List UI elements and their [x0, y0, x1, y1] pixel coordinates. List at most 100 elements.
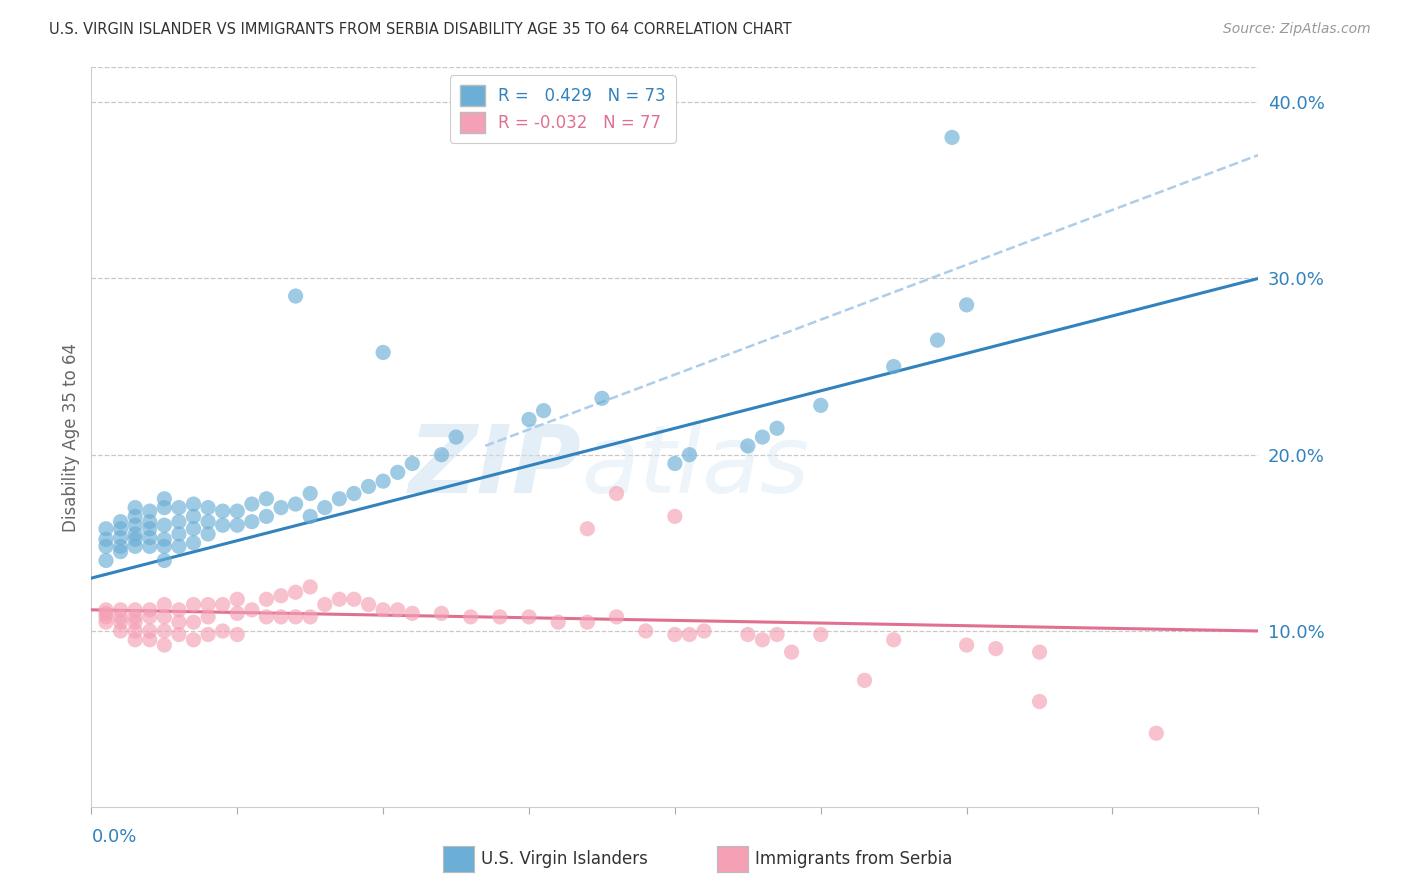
- Point: [167, 627, 190, 641]
- Point: [357, 479, 380, 493]
- Point: [1144, 726, 1167, 740]
- Point: [153, 598, 176, 612]
- Point: [94, 610, 117, 624]
- Legend: R =   0.429   N = 73, R = -0.032   N = 77: R = 0.429 N = 73, R = -0.032 N = 77: [450, 75, 676, 143]
- Point: [533, 403, 555, 417]
- Point: [197, 598, 219, 612]
- Point: [211, 598, 233, 612]
- Point: [183, 598, 205, 612]
- Point: [124, 624, 146, 638]
- Point: [183, 632, 205, 647]
- Point: [153, 518, 176, 533]
- Point: [197, 527, 219, 541]
- Point: [153, 624, 176, 638]
- Point: [766, 421, 789, 435]
- Point: [664, 627, 686, 641]
- Point: [110, 515, 132, 529]
- Point: [678, 448, 700, 462]
- Point: [110, 544, 132, 558]
- Point: [256, 610, 278, 624]
- Point: [270, 589, 292, 603]
- Point: [94, 533, 117, 547]
- Point: [314, 500, 336, 515]
- Point: [153, 553, 176, 567]
- Point: [94, 522, 117, 536]
- Point: [153, 540, 176, 554]
- Point: [270, 610, 292, 624]
- Point: [941, 130, 963, 145]
- Point: [138, 504, 162, 518]
- Point: [211, 504, 233, 518]
- Point: [138, 515, 162, 529]
- Point: [737, 627, 759, 641]
- Point: [226, 518, 249, 533]
- Point: [110, 610, 132, 624]
- Point: [956, 638, 979, 652]
- Point: [299, 610, 322, 624]
- Point: [328, 491, 350, 506]
- Point: [138, 531, 162, 545]
- Point: [124, 540, 146, 554]
- Point: [110, 540, 132, 554]
- Point: [226, 504, 249, 518]
- Point: [153, 500, 176, 515]
- Point: [138, 610, 162, 624]
- Point: [401, 457, 423, 471]
- Point: [547, 615, 569, 630]
- Point: [284, 610, 307, 624]
- Point: [110, 522, 132, 536]
- Point: [256, 491, 278, 506]
- Point: [883, 359, 905, 374]
- Point: [766, 627, 789, 641]
- Point: [240, 515, 263, 529]
- Point: [226, 607, 249, 621]
- Point: [94, 607, 117, 621]
- Point: [284, 497, 307, 511]
- Point: [138, 540, 162, 554]
- Point: [489, 610, 512, 624]
- Point: [591, 392, 613, 406]
- Point: [810, 627, 832, 641]
- Point: [605, 610, 627, 624]
- Point: [94, 615, 117, 630]
- Point: [664, 457, 686, 471]
- Point: [678, 627, 700, 641]
- Point: [197, 610, 219, 624]
- Point: [517, 610, 540, 624]
- Point: [110, 615, 132, 630]
- Point: [256, 592, 278, 607]
- Point: [138, 603, 162, 617]
- Point: [153, 491, 176, 506]
- Point: [737, 439, 759, 453]
- Point: [226, 592, 249, 607]
- Point: [138, 522, 162, 536]
- Point: [167, 515, 190, 529]
- Text: U.S. VIRGIN ISLANDER VS IMMIGRANTS FROM SERBIA DISABILITY AGE 35 TO 64 CORRELATI: U.S. VIRGIN ISLANDER VS IMMIGRANTS FROM …: [49, 22, 792, 37]
- Point: [1028, 645, 1050, 659]
- Point: [634, 624, 657, 638]
- Point: [211, 518, 233, 533]
- Point: [664, 509, 686, 524]
- Point: [270, 500, 292, 515]
- Point: [576, 615, 599, 630]
- Point: [430, 448, 453, 462]
- Point: [124, 615, 146, 630]
- Point: [183, 615, 205, 630]
- Text: Immigrants from Serbia: Immigrants from Serbia: [755, 850, 952, 868]
- Point: [984, 641, 1007, 656]
- Point: [299, 580, 322, 594]
- Point: [314, 598, 336, 612]
- Point: [371, 474, 394, 488]
- Point: [284, 289, 307, 303]
- Point: [956, 298, 979, 312]
- Point: [853, 673, 876, 688]
- Point: [444, 430, 467, 444]
- Point: [401, 607, 423, 621]
- Point: [110, 603, 132, 617]
- Point: [94, 603, 117, 617]
- Text: Source: ZipAtlas.com: Source: ZipAtlas.com: [1223, 22, 1371, 37]
- Point: [197, 627, 219, 641]
- Point: [94, 540, 117, 554]
- Point: [211, 624, 233, 638]
- Point: [751, 430, 773, 444]
